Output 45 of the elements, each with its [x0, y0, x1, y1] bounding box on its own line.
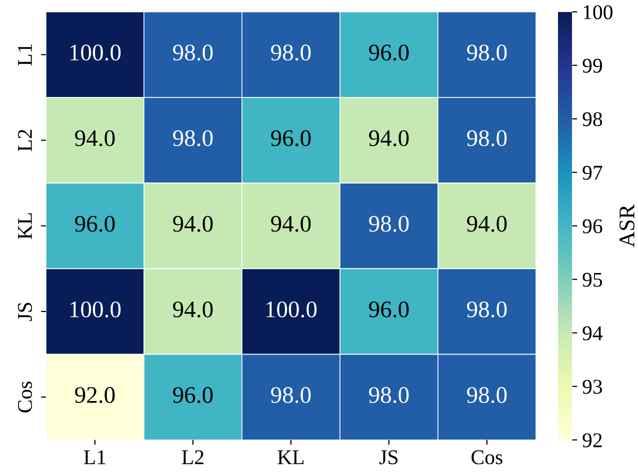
data-label: 98.0 [467, 301, 507, 318]
data-label: 96.0 [271, 130, 311, 146]
color-bar-label: 97 [582, 166, 602, 180]
data-label: 94.0 [369, 130, 409, 146]
data-label: 98.0 [173, 130, 213, 146]
color-bar-label: 100 [584, 5, 612, 20]
data-label: 98.0 [467, 130, 507, 146]
data-label: 98.0 [173, 44, 213, 61]
data-label: 94.0 [467, 216, 507, 232]
x-tick-label: L1 [84, 450, 106, 464]
x-tick-label: L2 [182, 450, 204, 464]
color-bar-title: ASR [620, 204, 634, 248]
color-bar-label: 92 [582, 433, 602, 448]
color-bar-label: 93 [582, 380, 602, 394]
data-label: 98.0 [271, 387, 311, 404]
data-label: 94.0 [75, 130, 115, 146]
x-tick-label: KL [278, 450, 304, 464]
color-bar-label: 96 [582, 219, 602, 234]
data-label: 94.0 [271, 216, 311, 232]
data-label: 98.0 [467, 387, 507, 404]
color-bar-label: 99 [582, 58, 602, 73]
data-label: 96.0 [173, 387, 213, 404]
y-tick-label: L2 [18, 130, 32, 152]
data-label: 98.0 [467, 44, 507, 61]
data-label: 94.0 [173, 216, 213, 232]
y-tick-label: L1 [18, 44, 32, 66]
color-bar-label: 94 [582, 326, 603, 340]
x-tick-label: JS [380, 450, 398, 464]
data-label: 96.0 [369, 44, 409, 61]
color-bar-label: 98 [582, 112, 602, 126]
data-label: 98.0 [369, 387, 409, 404]
y-tick-label: JS [18, 302, 32, 321]
color-bar-label: 95 [582, 272, 602, 287]
data-label: 92.0 [75, 387, 115, 404]
y-tick-label: Cos [18, 382, 32, 412]
y-tick-label: KL [18, 213, 32, 240]
data-label: 98.0 [369, 216, 409, 232]
data-label: 100.0 [70, 301, 121, 318]
data-label: 96.0 [75, 216, 115, 232]
data-label: 96.0 [369, 301, 409, 318]
x-tick-label: Cos [472, 450, 502, 464]
data-label: 94.0 [173, 301, 213, 318]
data-label: 100.0 [266, 301, 317, 318]
data-label: 100.0 [70, 44, 121, 61]
data-label: 98.0 [271, 44, 311, 61]
